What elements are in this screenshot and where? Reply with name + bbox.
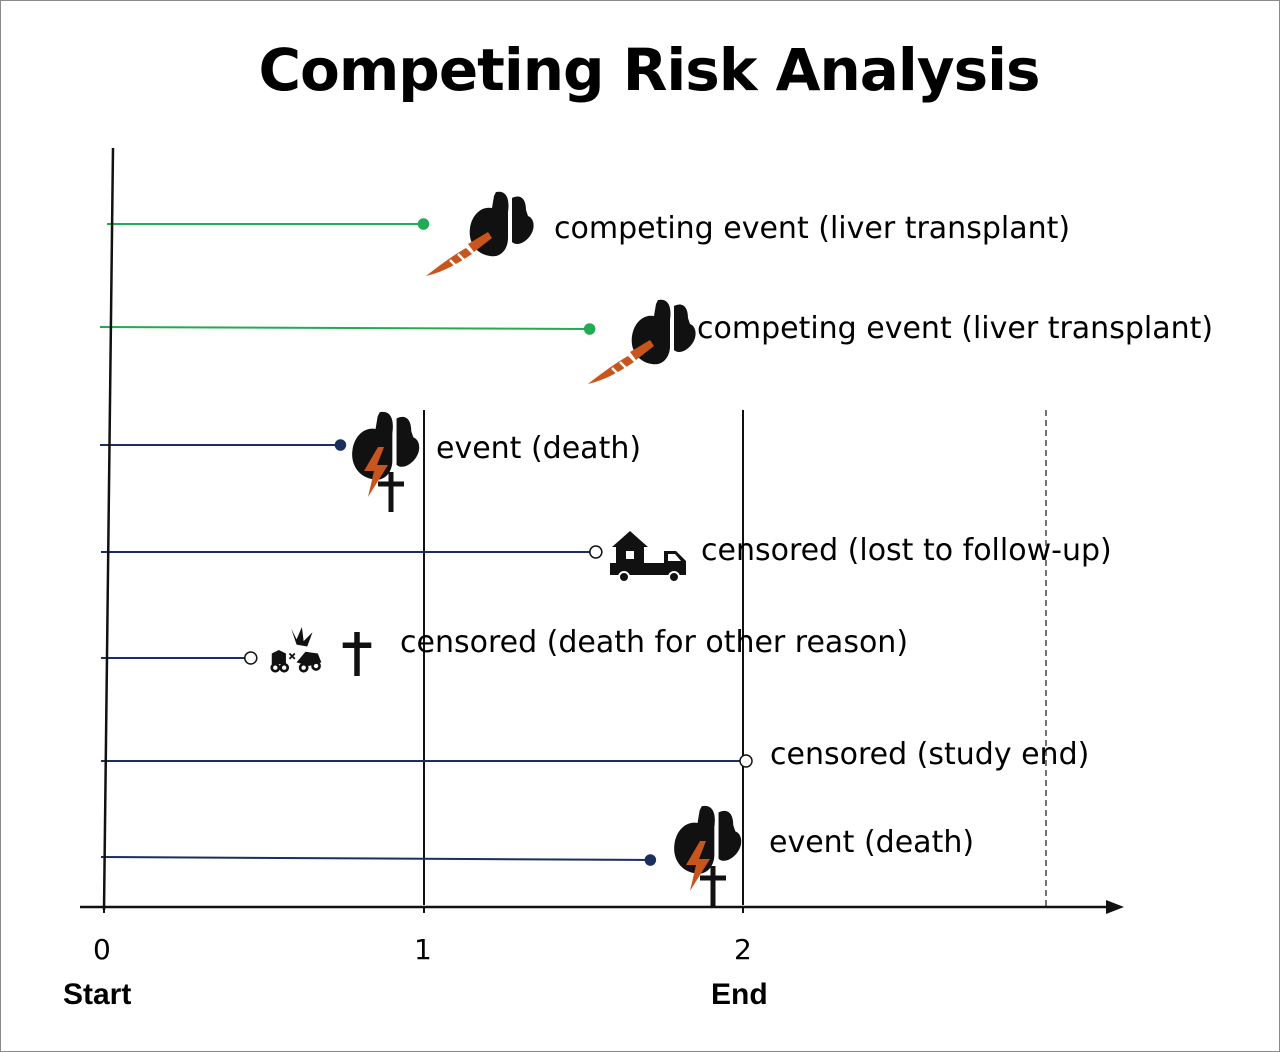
censored-marker	[739, 754, 753, 768]
liver-death-icon	[350, 410, 421, 512]
subject-timeline	[100, 856, 651, 861]
liver-death-icon	[672, 804, 743, 906]
scalpel-icon	[424, 230, 494, 278]
subject-label: censored (lost to follow-up)	[701, 533, 1112, 568]
event-marker	[334, 439, 347, 451]
axes	[80, 147, 1124, 914]
subject-timeline	[99, 326, 590, 330]
subject-row	[107, 190, 536, 278]
subject-label: censored (study end)	[770, 737, 1090, 772]
subject-row	[99, 298, 698, 386]
x-axis-arrowhead	[1106, 900, 1124, 914]
subject-row	[100, 410, 421, 512]
censored-marker	[244, 651, 258, 665]
diagram-title: Competing Risk Analysis	[258, 36, 1040, 104]
y-axis	[102, 147, 115, 911]
cross-icon	[343, 632, 372, 676]
subject-row	[101, 529, 688, 584]
end-label: End	[711, 978, 768, 1011]
liver-icon	[350, 410, 421, 482]
subject-label: competing event (liver transplant)	[554, 211, 1071, 246]
subject-label: event (death)	[769, 825, 975, 860]
x-tick-label-2: 2	[734, 933, 752, 966]
liver-icon	[672, 804, 743, 876]
liver-transplant-icon	[424, 190, 536, 278]
subject-row	[101, 754, 753, 768]
subject-row	[101, 625, 372, 676]
car-crash-icon	[270, 625, 323, 673]
liver-transplant-icon	[586, 298, 698, 386]
subject-label: competing event (liver transplant)	[697, 311, 1214, 346]
event-marker	[583, 323, 596, 335]
event-marker	[417, 218, 430, 230]
censored-marker	[589, 545, 603, 559]
moving-house-icon	[608, 529, 688, 584]
start-label: Start	[63, 978, 132, 1011]
x-tick-label-0: 0	[93, 933, 111, 966]
subject-label: censored (death for other reason)	[400, 625, 909, 660]
subject-label: event (death)	[436, 431, 642, 466]
car-crash-death-icon	[270, 625, 372, 676]
time-gridlines	[423, 410, 1047, 910]
event-marker	[644, 854, 657, 866]
moving-truck-icon	[608, 529, 688, 584]
scalpel-icon	[586, 338, 656, 386]
subject-timelines	[99, 190, 753, 906]
subject-row	[100, 804, 743, 906]
x-tick-label-1: 1	[414, 933, 432, 966]
